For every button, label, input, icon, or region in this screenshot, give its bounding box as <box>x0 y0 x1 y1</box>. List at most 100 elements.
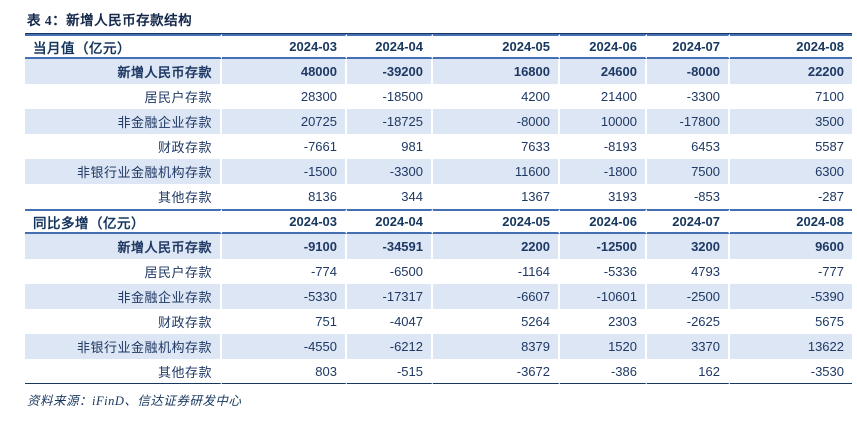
cell-value: -1800 <box>560 159 647 184</box>
row-label: 财政存款 <box>25 309 222 334</box>
table-row: 其他存款 8136 344 1367 3193 -853 -287 <box>25 184 852 209</box>
cell-value: 6453 <box>647 134 730 159</box>
cell-value: 6300 <box>730 159 852 184</box>
table-body: 当月值（亿元） 2024-03 2024-04 2024-05 2024-06 2024-… <box>25 34 852 384</box>
cell-value: -6607 <box>433 284 560 309</box>
cell-value: -9100 <box>222 234 347 259</box>
column-header: 2024-06 <box>560 209 647 234</box>
column-header: 2024-08 <box>730 34 852 59</box>
cell-value: 5587 <box>815 139 844 154</box>
cell-value: 2200 <box>433 234 560 259</box>
cell-value: 981 <box>347 134 433 159</box>
cell-value: -39200 <box>347 59 433 84</box>
row-label: 新增人民币存款 <box>25 234 222 259</box>
cell-value: 22200 <box>730 59 852 84</box>
row-label: 非金融企业存款 <box>25 284 222 309</box>
deposit-structure-table: 当月值（亿元） 2024-03 2024-04 2024-05 2024-06 2024-… <box>25 34 852 384</box>
cell-value: 5264 <box>433 309 560 334</box>
cell-value: 11600 <box>433 159 560 184</box>
cell-value: -774 <box>222 259 347 284</box>
cell-value: -1164 <box>433 259 560 284</box>
cell-value: 7633 <box>433 134 560 159</box>
column-header: 2024-05 <box>433 34 560 59</box>
cell-value: -2500 <box>647 284 730 309</box>
cell-value: -6500 <box>347 259 433 284</box>
section-header-row: 同比多增（亿元） 2024-03 2024-04 2024-05 2024-06 2024… <box>25 209 852 234</box>
cell-value: 48000 <box>222 59 347 84</box>
row-label: 非银行业金融机构存款 <box>25 159 222 184</box>
cell-value: 5675 <box>815 314 844 329</box>
cell-value: -1500 <box>222 159 347 184</box>
table-row: 居民户存款 28300 -18500 4200 21400 -3300 7100 <box>25 84 852 109</box>
source-note: 资料来源：iFinD、信达证券研发中心 <box>27 394 242 408</box>
row-label: 居民户存款 <box>25 84 222 109</box>
cell-value: 13622 <box>730 334 852 359</box>
section-title: 当月值（亿元） <box>25 34 222 59</box>
cell-value: 3370 <box>647 334 730 359</box>
cell-value: -17800 <box>647 109 730 134</box>
table-row: 新增人民币存款 48000 -39200 16800 24600 -8000 22200 <box>25 59 852 84</box>
column-header: 2024-03 <box>222 209 347 234</box>
section-title: 同比多增（亿元） <box>25 209 222 234</box>
table-title: 表 4：新增人民币存款结构 <box>25 9 852 34</box>
cell-value: -3300 <box>647 84 730 109</box>
cell-value: -34591 <box>347 234 433 259</box>
cell-value: -8000 <box>433 109 560 134</box>
cell-value: 7500 <box>647 159 730 184</box>
row-label: 财政存款 <box>25 134 222 159</box>
cell-value: -7661 <box>222 134 347 159</box>
cell-value: 3500 <box>730 109 852 134</box>
cell-value: 3193 <box>560 184 647 209</box>
cell-value: -4550 <box>222 334 347 359</box>
cell-value: 1520 <box>560 334 647 359</box>
column-header: 2024-07 <box>647 34 730 59</box>
row-label: 非金融企业存款 <box>25 109 222 134</box>
cell-value: -2625 <box>647 309 730 334</box>
cell-value: -5336 <box>560 259 647 284</box>
cell-value: -3672 <box>433 359 560 384</box>
cell-value: 4793 <box>647 259 730 284</box>
cell-value: 803 <box>222 359 347 384</box>
cell-value: 9600 <box>730 234 852 259</box>
row-label: 居民户存款 <box>25 259 222 284</box>
cell-value: 10000 <box>560 109 647 134</box>
column-header: 2024-08 <box>730 209 852 234</box>
cell-value: -6212 <box>347 334 433 359</box>
table-row: 非银行业金融机构存款 -4550 -6212 8379 1520 3370 13622 <box>25 334 852 359</box>
table-row: 非银行业金融机构存款 -1500 -3300 11600 -1800 7500 6300 <box>25 159 852 184</box>
column-header: 2024-04 <box>347 34 433 59</box>
cell-value: 16800 <box>433 59 560 84</box>
cell-value: 28300 <box>222 84 347 109</box>
cell-value: -3530 <box>730 359 852 384</box>
cell-value: -4047 <box>347 309 433 334</box>
column-header: 2024-06 <box>560 34 647 59</box>
column-header: 2024-04 <box>347 209 433 234</box>
row-label: 新增人民币存款 <box>25 59 222 84</box>
cell-value: -5330 <box>222 284 347 309</box>
table-row: 财政存款 -7661 981 7633 -8193 6453 5587 <box>25 134 852 159</box>
cell-value: 8379 <box>433 334 560 359</box>
cell-value: 7100 <box>815 89 844 104</box>
column-header: 2024-05 <box>433 209 560 234</box>
row-label: 其他存款 <box>25 184 222 209</box>
cell-value: -10601 <box>560 284 647 309</box>
cell-value: -386 <box>560 359 647 384</box>
section-header-row: 当月值（亿元） 2024-03 2024-04 2024-05 2024-06 2024-… <box>25 34 852 59</box>
cell-value: -287 <box>817 189 844 204</box>
cell-value: -8193 <box>560 134 647 159</box>
cell-value: 162 <box>647 359 730 384</box>
cell-value: -515 <box>347 359 433 384</box>
table-row: 非金融企业存款 -5330 -17317 -6607 -10601 -2500 -5390 <box>25 284 852 309</box>
cell-value: -3300 <box>347 159 433 184</box>
cell-value: 4200 <box>433 84 560 109</box>
cell-value: 3200 <box>647 234 730 259</box>
cell-value: 24600 <box>560 59 647 84</box>
column-header: 2024-03 <box>222 34 347 59</box>
row-label: 其他存款 <box>25 359 222 384</box>
column-header: 2024-07 <box>647 209 730 234</box>
table-row: 居民户存款 -774 -6500 -1164 -5336 4793 -777 <box>25 259 852 284</box>
cell-value: 1367 <box>433 184 560 209</box>
cell-value: -18500 <box>347 84 433 109</box>
table-row: 其他存款 803 -515 -3672 -386 162 -3530 <box>25 359 852 384</box>
cell-value: 751 <box>222 309 347 334</box>
